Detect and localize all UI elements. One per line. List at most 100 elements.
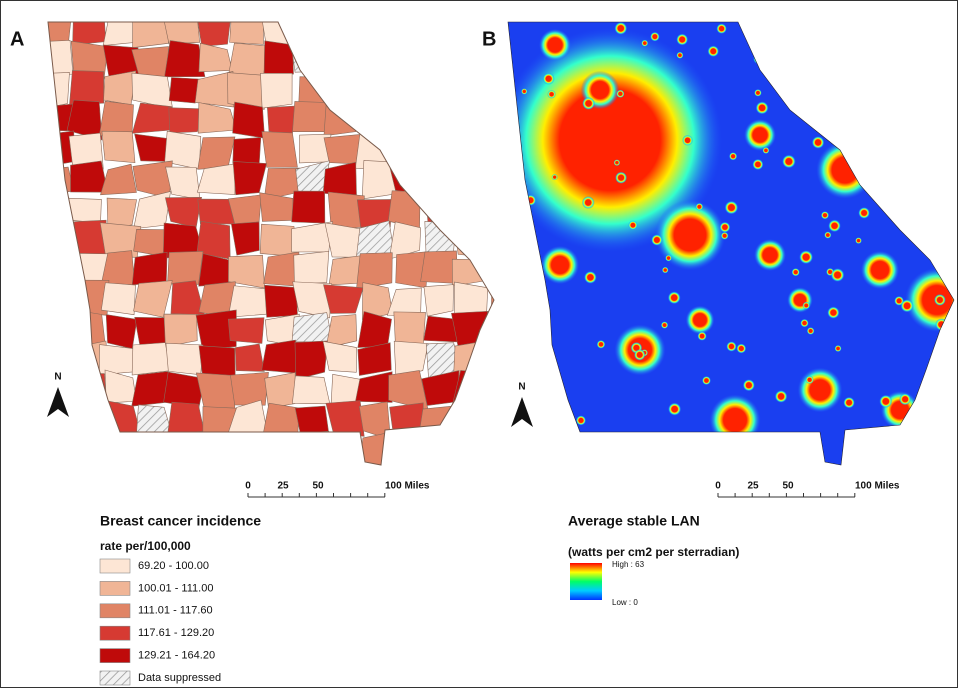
light-spot [651, 234, 663, 246]
figure: A B N02550100 MilesN02550100 MilesBreast… [0, 0, 958, 688]
light-spot [676, 34, 688, 46]
county [424, 285, 454, 317]
light-spot [665, 255, 672, 262]
county [292, 313, 332, 342]
light-spot [543, 73, 555, 85]
light-spot [584, 271, 597, 284]
county [167, 251, 203, 284]
county [233, 138, 261, 164]
light-spot [743, 379, 755, 391]
legend-label: 69.20 - 100.00 [138, 560, 209, 572]
legend-swatch [100, 649, 130, 663]
light-spot [634, 349, 646, 361]
light-spot [805, 376, 813, 384]
light-spot [792, 268, 800, 276]
light-spot [716, 23, 726, 33]
light-spot [754, 89, 762, 97]
scale-label: 50 [782, 481, 794, 492]
light-spot [614, 22, 627, 35]
scale-label: 25 [277, 481, 289, 492]
light-spot [736, 344, 746, 354]
light-spot [756, 101, 769, 114]
county [294, 251, 329, 284]
light-spot [855, 237, 862, 244]
county [101, 283, 135, 315]
county [164, 314, 197, 346]
light-spot [828, 219, 841, 232]
light-spot [827, 306, 839, 318]
light-spot [551, 174, 557, 180]
county [70, 161, 107, 192]
light-spot [686, 306, 715, 335]
light-spot [616, 90, 624, 98]
light-spot [799, 250, 813, 264]
light-spot [787, 287, 813, 313]
scale-label: 0 [715, 481, 721, 492]
county [264, 285, 297, 317]
county [295, 406, 329, 434]
legend-subtitle: rate per/100,000 [100, 539, 191, 553]
county [168, 402, 204, 433]
county [132, 343, 170, 375]
county [265, 372, 296, 407]
panel-label: B [482, 28, 496, 50]
light-spot [775, 390, 788, 403]
light-spot [798, 368, 843, 413]
legend-swatch [100, 626, 130, 640]
legend-swatch [100, 604, 130, 618]
county [262, 132, 297, 168]
legend-label: 117.61 - 129.20 [138, 627, 214, 639]
legend-ramp [570, 563, 602, 600]
county [233, 102, 265, 138]
light-spot [812, 136, 825, 149]
light-spot [702, 376, 711, 385]
legend-label: 129.21 - 164.20 [138, 650, 215, 662]
north-label: N [518, 382, 525, 393]
light-spot [744, 119, 776, 151]
county [230, 372, 268, 405]
light-spot [547, 90, 556, 99]
light-spot [697, 331, 706, 340]
light-spot [762, 147, 769, 154]
light-spot [899, 393, 911, 405]
light-spot [729, 152, 737, 160]
light-spot [726, 341, 736, 351]
legend-title: Average stable LAN [568, 513, 700, 529]
county [166, 343, 203, 375]
light-spot [900, 299, 913, 312]
county [199, 346, 235, 378]
county [292, 191, 325, 223]
county [235, 344, 264, 371]
light-spot [879, 395, 892, 408]
light-spot [719, 222, 730, 233]
county [262, 340, 296, 373]
light-spot [615, 172, 627, 184]
light-spot [614, 159, 621, 166]
light-spot [858, 207, 870, 219]
legend-label: Data suppressed [138, 672, 221, 684]
legend-swatch [100, 581, 130, 595]
legend-low: Low : 0 [612, 598, 638, 607]
legend-swatch [100, 559, 130, 573]
light-spot [641, 40, 648, 47]
county [356, 253, 392, 289]
county [132, 252, 167, 285]
light-spot [655, 200, 725, 270]
county [164, 19, 200, 44]
legend-title: Breast cancer incidence [100, 513, 261, 529]
light-spot [782, 155, 796, 169]
county [292, 376, 329, 404]
county [292, 101, 326, 131]
light-spot [752, 159, 763, 170]
county [104, 71, 136, 105]
light-spot [821, 211, 829, 219]
light-spot [668, 403, 681, 416]
light-spot [800, 319, 808, 327]
light-spot [861, 251, 899, 289]
light-spot [725, 201, 739, 215]
light-spot [708, 45, 720, 57]
county [421, 251, 458, 284]
light-spot [696, 203, 704, 211]
light-spot [802, 302, 810, 310]
county [102, 131, 135, 162]
